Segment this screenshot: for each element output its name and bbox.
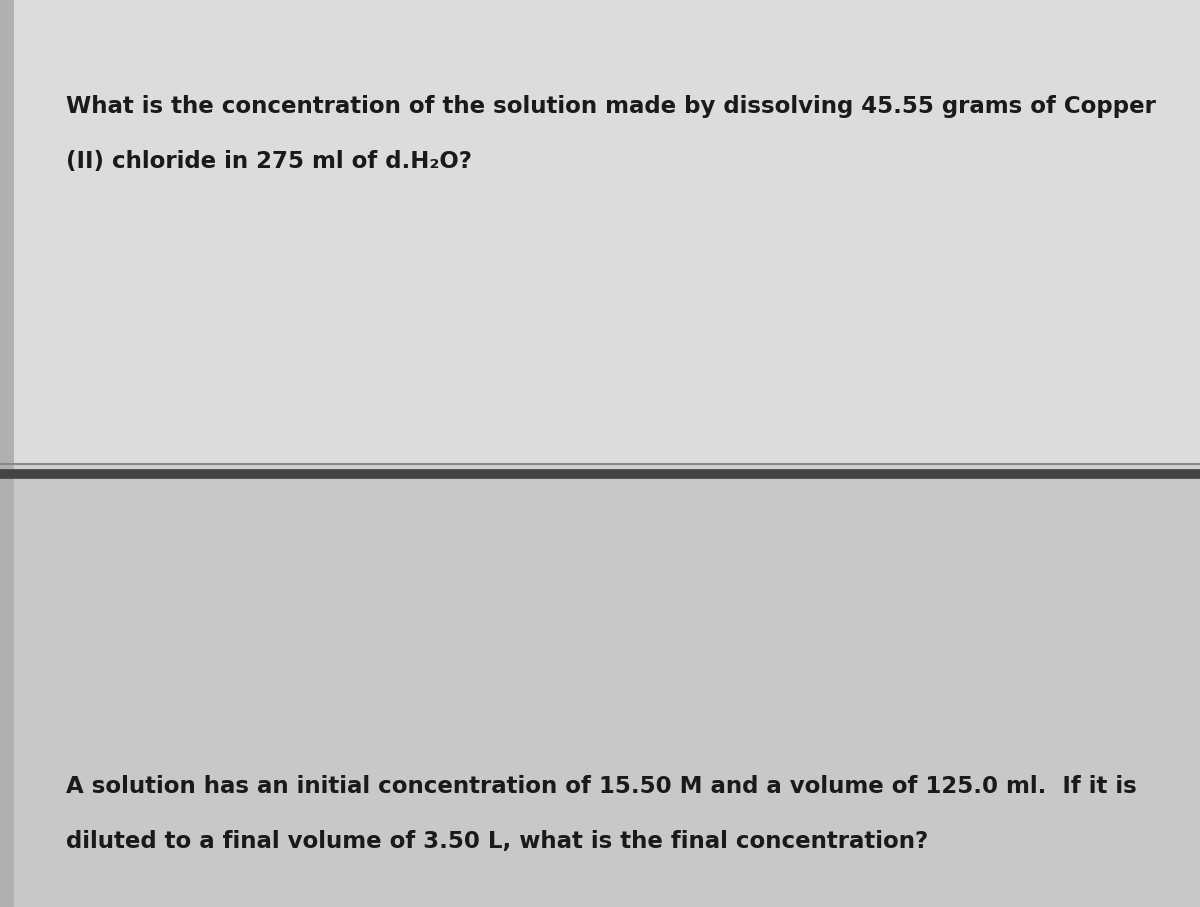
Bar xyxy=(0,474,1200,907)
Text: diluted to a final volume of 3.50 L, what is the final concentration?: diluted to a final volume of 3.50 L, wha… xyxy=(66,830,929,853)
Text: A solution has an initial concentration of 15.50 M and a volume of 125.0 ml.  If: A solution has an initial concentration … xyxy=(66,775,1136,798)
Bar xyxy=(0,464,1200,474)
Bar xyxy=(0,0,14,907)
Bar xyxy=(0,0,1200,474)
Text: (II) chloride in 275 ml of d.H₂O?: (II) chloride in 275 ml of d.H₂O? xyxy=(66,150,472,172)
Text: What is the concentration of the solution made by dissolving 45.55 grams of Copp: What is the concentration of the solutio… xyxy=(66,95,1156,118)
